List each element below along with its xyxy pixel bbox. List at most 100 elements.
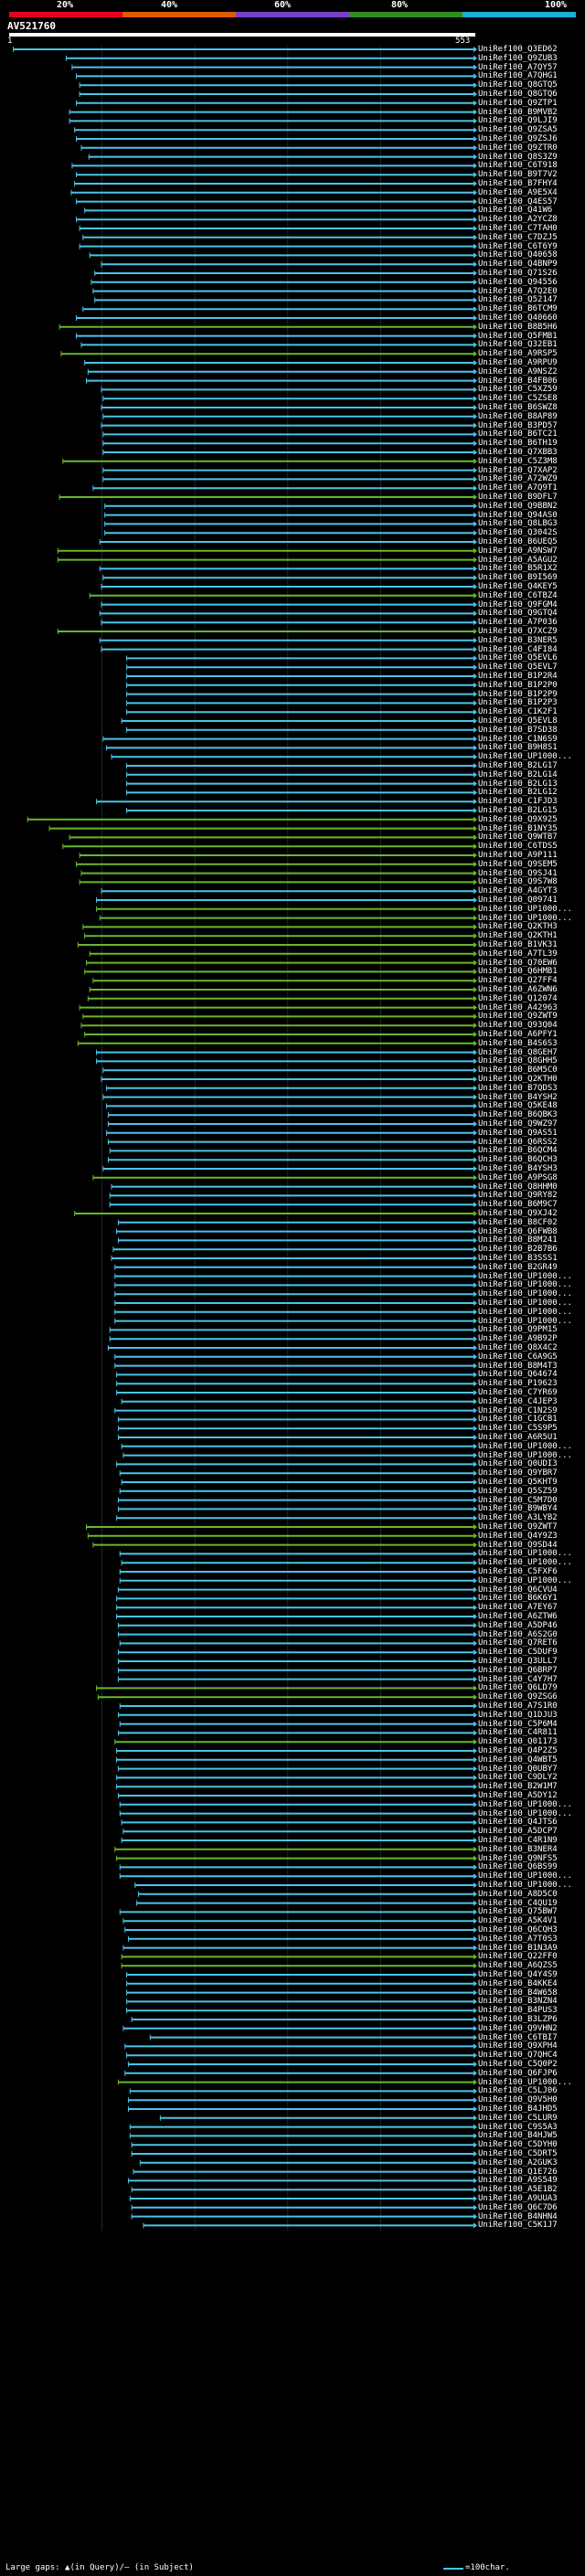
hit-label[interactable]: UniRef100_UP1000... bbox=[478, 752, 572, 762]
hit-label[interactable]: UniRef100_Q9WTB7 bbox=[478, 832, 558, 843]
hit-label[interactable]: UniRef100_Q5KHT9 bbox=[478, 1478, 558, 1487]
hit-label[interactable]: UniRef100_B6TCM9 bbox=[478, 304, 558, 314]
hit-label[interactable]: UniRef100_UP1000... bbox=[478, 1316, 572, 1326]
hit-label[interactable]: UniRef100_C5P6M4 bbox=[478, 1719, 558, 1729]
hit-label[interactable]: UniRef100_B1P2R4 bbox=[478, 672, 558, 681]
hit-label[interactable]: UniRef100_B1VK31 bbox=[478, 940, 558, 949]
hit-label[interactable]: UniRef100_Q8GEH7 bbox=[478, 1047, 558, 1057]
hit-label[interactable]: UniRef100_Q4WBT5 bbox=[478, 1754, 558, 1765]
hit-label[interactable]: UniRef100_B1P2P9 bbox=[478, 689, 558, 699]
hit-label[interactable]: UniRef100_Q9ZUB3 bbox=[478, 53, 558, 63]
hit-label[interactable]: UniRef100_Q6FWB8 bbox=[478, 1226, 558, 1236]
hit-label[interactable]: UniRef100_B1P2P3 bbox=[478, 698, 558, 708]
hit-label[interactable]: UniRef100_Q71S26 bbox=[478, 269, 558, 278]
hit-label[interactable]: UniRef100_UP1000... bbox=[478, 1549, 572, 1559]
hit-label[interactable]: UniRef100_A2GUK3 bbox=[478, 2157, 558, 2168]
hit-label[interactable]: UniRef100_B8AP89 bbox=[478, 411, 558, 421]
hit-label[interactable]: UniRef100_B6M9C7 bbox=[478, 1200, 558, 1210]
hit-label[interactable]: UniRef100_Q9NFS5 bbox=[478, 1853, 558, 1863]
hit-label[interactable]: UniRef100_Q5EVL7 bbox=[478, 663, 558, 673]
hit-label[interactable]: UniRef100_B3LZP6 bbox=[478, 2015, 558, 2024]
hit-label[interactable]: UniRef100_Q8X4C2 bbox=[478, 1343, 558, 1352]
hit-label[interactable]: UniRef100_A5AGU2 bbox=[478, 555, 558, 565]
hit-label[interactable]: UniRef100_Q01173 bbox=[478, 1737, 558, 1747]
hit-label[interactable]: UniRef100_C5DUF9 bbox=[478, 1648, 558, 1658]
hit-label[interactable]: UniRef100_Q0UBY7 bbox=[478, 1764, 558, 1774]
hit-label[interactable]: UniRef100_B4JHD5 bbox=[478, 2104, 558, 2114]
hit-label[interactable]: UniRef100_C6T918 bbox=[478, 161, 558, 171]
hit-label[interactable]: UniRef100_Q5SZ59 bbox=[478, 1486, 558, 1496]
hit-label[interactable]: UniRef100_Q8GTQ6 bbox=[478, 90, 558, 99]
hit-label[interactable]: UniRef100_Q9ZSJ6 bbox=[478, 134, 558, 143]
hit-label[interactable]: UniRef100_Q40658 bbox=[478, 250, 558, 260]
hit-label[interactable]: UniRef100_Q6RSS2 bbox=[478, 1137, 558, 1147]
hit-label[interactable]: UniRef100_UP1000... bbox=[478, 1271, 572, 1281]
hit-label[interactable]: UniRef100_Q2KTH3 bbox=[478, 922, 558, 932]
hit-label[interactable]: UniRef100_A9NSZ2 bbox=[478, 366, 558, 376]
hit-label[interactable]: UniRef100_UP1000... bbox=[478, 1558, 572, 1568]
hit-label[interactable]: UniRef100_A5K4V1 bbox=[478, 1916, 558, 1926]
hit-label[interactable]: UniRef100_C7TAH0 bbox=[478, 224, 558, 233]
hit-label[interactable]: UniRef100_Q41W6 bbox=[478, 206, 553, 216]
hit-label[interactable]: UniRef100_Q12074 bbox=[478, 993, 558, 1003]
hit-label[interactable]: UniRef100_A5DP46 bbox=[478, 1620, 558, 1630]
hit-label[interactable]: UniRef100_B2B7B6 bbox=[478, 1245, 558, 1255]
hit-label[interactable]: UniRef100_Q8GTQ5 bbox=[478, 80, 558, 90]
hit-label[interactable]: UniRef100_A6PFY1 bbox=[478, 1030, 558, 1039]
hit-label[interactable]: UniRef100_B6QCH3 bbox=[478, 1155, 558, 1165]
hit-label[interactable]: UniRef100_A4GYT3 bbox=[478, 886, 558, 896]
hit-label[interactable]: UniRef100_B1P2P0 bbox=[478, 680, 558, 690]
hit-label[interactable]: UniRef100_B4HJW5 bbox=[478, 2131, 558, 2141]
hit-label[interactable]: UniRef100_A42963 bbox=[478, 1002, 558, 1012]
hit-label[interactable]: UniRef100_A6ZWN6 bbox=[478, 985, 558, 994]
hit-label[interactable]: UniRef100_Q4BNP9 bbox=[478, 260, 558, 270]
hit-label[interactable]: UniRef100_A7S1R0 bbox=[478, 1701, 558, 1711]
hit-label[interactable]: UniRef100_C5DYH0 bbox=[478, 2140, 558, 2150]
hit-label[interactable]: UniRef100_B6M5C0 bbox=[478, 1065, 558, 1076]
hit-label[interactable]: UniRef100_C6TDS5 bbox=[478, 842, 558, 852]
hit-label[interactable]: UniRef100_P19623 bbox=[478, 1379, 558, 1389]
hit-label[interactable]: UniRef100_A5E1B2 bbox=[478, 2185, 558, 2195]
hit-label[interactable]: UniRef100_B1N3A9 bbox=[478, 1943, 558, 1953]
hit-label[interactable]: UniRef100_B9MVB2 bbox=[478, 107, 558, 117]
hit-label[interactable]: UniRef100_Q2KTH1 bbox=[478, 931, 558, 941]
hit-label[interactable]: UniRef100_A9RPU9 bbox=[478, 358, 558, 367]
hit-label[interactable]: UniRef100_C4QU19 bbox=[478, 1898, 558, 1908]
hit-label[interactable]: UniRef100_B4W658 bbox=[478, 1988, 558, 1998]
hit-label[interactable]: UniRef100_C1GCB1 bbox=[478, 1415, 558, 1425]
hit-label[interactable]: UniRef100_A2YCZ8 bbox=[478, 215, 558, 225]
hit-label[interactable]: UniRef100_UP1000... bbox=[478, 2077, 572, 2087]
hit-label[interactable]: UniRef100_A6ZTW6 bbox=[478, 1612, 558, 1621]
hit-label[interactable]: UniRef100_Q9SEM5 bbox=[478, 859, 558, 869]
hit-label[interactable]: UniRef100_C5DRT5 bbox=[478, 2149, 558, 2158]
hit-label[interactable]: UniRef100_B4YSH2 bbox=[478, 1092, 558, 1102]
hit-label[interactable]: UniRef100_UP1000... bbox=[478, 1441, 572, 1451]
hit-label[interactable]: UniRef100_B6TC21 bbox=[478, 429, 558, 440]
hit-label[interactable]: UniRef100_Q9ZSG6 bbox=[478, 1692, 558, 1702]
hit-label[interactable]: UniRef100_Q93Q04 bbox=[478, 1021, 558, 1031]
hit-label[interactable]: UniRef100_Q75BW7 bbox=[478, 1907, 558, 1917]
hit-label[interactable]: UniRef100_Q5EVL8 bbox=[478, 716, 558, 726]
hit-label[interactable]: UniRef100_B9H8S1 bbox=[478, 743, 558, 753]
hit-label[interactable]: UniRef100_B4KKE4 bbox=[478, 1978, 558, 1988]
hit-label[interactable]: UniRef100_C6TBI7 bbox=[478, 2032, 558, 2042]
hit-label[interactable]: UniRef100_A7EY67 bbox=[478, 1603, 558, 1613]
hit-label[interactable]: UniRef100_Q6BRP7 bbox=[478, 1665, 558, 1675]
hit-label[interactable]: UniRef100_B1NY35 bbox=[478, 823, 558, 833]
hit-label[interactable]: UniRef100_B4NHN4 bbox=[478, 2211, 558, 2221]
hit-label[interactable]: UniRef100_Q22FF0 bbox=[478, 1952, 558, 1962]
hit-label[interactable]: UniRef100_B3PD57 bbox=[478, 420, 558, 430]
hit-label[interactable]: UniRef100_B9DFL7 bbox=[478, 493, 558, 502]
hit-label[interactable]: UniRef100_B5R1X2 bbox=[478, 564, 558, 574]
hit-label[interactable]: UniRef100_C5Q0P2 bbox=[478, 2060, 558, 2069]
hit-label[interactable]: UniRef100_A6S2G0 bbox=[478, 1629, 558, 1639]
hit-label[interactable]: UniRef100_UP1000... bbox=[478, 1799, 572, 1809]
hit-label[interactable]: UniRef100_Q9ZTP1 bbox=[478, 98, 558, 108]
hit-label[interactable]: UniRef100_Q9ZWT7 bbox=[478, 1522, 558, 1532]
hit-label[interactable]: UniRef100_C7YR69 bbox=[478, 1388, 558, 1397]
hit-label[interactable]: UniRef100_B3NER4 bbox=[478, 1844, 558, 1854]
hit-label[interactable]: UniRef100_C5FXF6 bbox=[478, 1567, 558, 1576]
hit-label[interactable]: UniRef100_Q4Y4S9 bbox=[478, 1970, 558, 1979]
hit-label[interactable]: UniRef100_Q7XCZ9 bbox=[478, 627, 558, 636]
hit-label[interactable]: UniRef100_C6T6Y9 bbox=[478, 241, 558, 251]
